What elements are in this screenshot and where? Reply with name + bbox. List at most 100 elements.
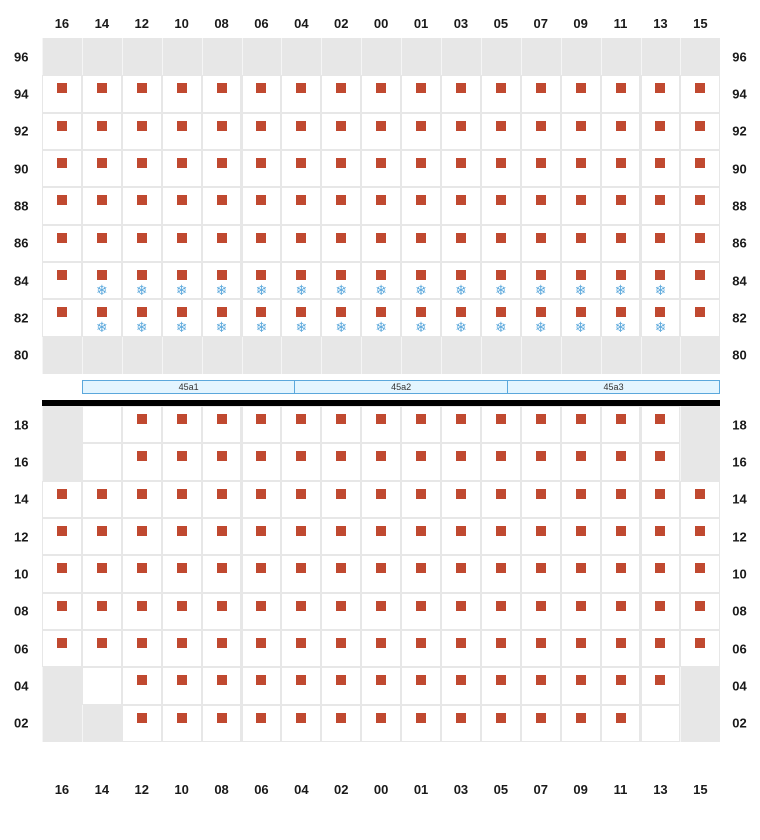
seat-cell[interactable] <box>641 630 681 667</box>
seat-cell[interactable]: ❄ <box>401 262 441 299</box>
seat-cell[interactable] <box>281 75 321 112</box>
seat-cell[interactable] <box>281 150 321 187</box>
seat-cell[interactable] <box>401 113 441 150</box>
seat-cell[interactable] <box>361 225 401 262</box>
seat-cell[interactable] <box>82 518 122 555</box>
seat-cell[interactable] <box>281 593 321 630</box>
seat-cell[interactable] <box>561 225 601 262</box>
seat-cell[interactable] <box>641 593 681 630</box>
seat-cell[interactable] <box>242 593 282 630</box>
seat-cell[interactable] <box>42 262 82 299</box>
seat-cell[interactable] <box>242 75 282 112</box>
seat-cell[interactable] <box>481 555 521 592</box>
seat-cell[interactable] <box>42 299 82 336</box>
seat-cell[interactable] <box>641 150 681 187</box>
seat-cell[interactable] <box>601 75 641 112</box>
seat-cell[interactable] <box>321 113 361 150</box>
seat-cell[interactable] <box>361 187 401 224</box>
seat-cell[interactable] <box>321 705 361 742</box>
seat-cell[interactable] <box>441 225 481 262</box>
seat-cell[interactable] <box>680 481 720 518</box>
seat-cell[interactable] <box>601 555 641 592</box>
seat-cell[interactable] <box>122 518 162 555</box>
seat-cell[interactable] <box>521 187 561 224</box>
seat-cell[interactable] <box>481 150 521 187</box>
seat-cell[interactable] <box>202 593 242 630</box>
seat-cell[interactable] <box>122 593 162 630</box>
section-bar-segment[interactable]: 45a3 <box>507 380 720 394</box>
seat-cell[interactable] <box>481 667 521 704</box>
seat-cell[interactable] <box>521 406 561 443</box>
seat-cell[interactable] <box>481 630 521 667</box>
seat-cell[interactable] <box>202 225 242 262</box>
seat-cell[interactable] <box>82 555 122 592</box>
seat-cell[interactable]: ❄ <box>281 299 321 336</box>
seat-cell[interactable] <box>641 406 681 443</box>
seat-cell[interactable] <box>281 225 321 262</box>
seat-cell[interactable] <box>42 150 82 187</box>
seat-cell[interactable] <box>641 187 681 224</box>
seat-cell[interactable] <box>680 150 720 187</box>
seat-cell[interactable] <box>601 443 641 480</box>
seat-cell[interactable] <box>401 187 441 224</box>
seat-cell[interactable] <box>162 225 202 262</box>
seat-cell[interactable] <box>481 75 521 112</box>
seat-cell[interactable] <box>680 555 720 592</box>
seat-cell[interactable]: ❄ <box>561 262 601 299</box>
seat-cell[interactable] <box>82 406 122 443</box>
seat-cell[interactable] <box>162 705 202 742</box>
seat-cell[interactable] <box>641 225 681 262</box>
seat-cell[interactable] <box>281 518 321 555</box>
seat-cell[interactable] <box>42 481 82 518</box>
seat-cell[interactable] <box>162 630 202 667</box>
seat-cell[interactable] <box>82 667 122 704</box>
seat-cell[interactable] <box>401 75 441 112</box>
seat-cell[interactable] <box>122 225 162 262</box>
seat-cell[interactable] <box>242 443 282 480</box>
seat-cell[interactable] <box>242 150 282 187</box>
seat-cell[interactable] <box>242 705 282 742</box>
seat-cell[interactable] <box>42 113 82 150</box>
seat-cell[interactable] <box>441 667 481 704</box>
seat-cell[interactable]: ❄ <box>441 299 481 336</box>
seat-cell[interactable] <box>521 150 561 187</box>
seat-cell[interactable] <box>481 705 521 742</box>
seat-cell[interactable]: ❄ <box>641 262 681 299</box>
seat-cell[interactable] <box>601 593 641 630</box>
seat-cell[interactable] <box>361 705 401 742</box>
seat-cell[interactable] <box>122 555 162 592</box>
seat-cell[interactable] <box>441 75 481 112</box>
seat-cell[interactable] <box>321 518 361 555</box>
seat-cell[interactable] <box>361 555 401 592</box>
seat-cell[interactable] <box>561 705 601 742</box>
seat-cell[interactable] <box>82 187 122 224</box>
seat-cell[interactable] <box>521 113 561 150</box>
seat-cell[interactable] <box>321 630 361 667</box>
seat-cell[interactable]: ❄ <box>242 299 282 336</box>
seat-cell[interactable] <box>401 667 441 704</box>
seat-cell[interactable] <box>281 113 321 150</box>
seat-cell[interactable] <box>680 593 720 630</box>
seat-cell[interactable]: ❄ <box>321 299 361 336</box>
seat-cell[interactable]: ❄ <box>401 299 441 336</box>
seat-cell[interactable] <box>122 443 162 480</box>
seat-cell[interactable] <box>321 555 361 592</box>
seat-cell[interactable] <box>680 262 720 299</box>
seat-cell[interactable] <box>162 75 202 112</box>
seat-cell[interactable]: ❄ <box>202 262 242 299</box>
seat-cell[interactable]: ❄ <box>601 299 641 336</box>
seat-cell[interactable] <box>441 150 481 187</box>
seat-cell[interactable] <box>641 667 681 704</box>
seat-cell[interactable]: ❄ <box>162 299 202 336</box>
seat-cell[interactable]: ❄ <box>122 262 162 299</box>
seat-cell[interactable] <box>202 150 242 187</box>
seat-cell[interactable] <box>680 187 720 224</box>
seat-cell[interactable] <box>641 481 681 518</box>
seat-cell[interactable] <box>361 113 401 150</box>
seat-cell[interactable] <box>401 481 441 518</box>
seat-cell[interactable] <box>122 150 162 187</box>
seat-cell[interactable] <box>521 667 561 704</box>
seat-cell[interactable]: ❄ <box>242 262 282 299</box>
seat-cell[interactable] <box>82 630 122 667</box>
seat-cell[interactable] <box>481 518 521 555</box>
